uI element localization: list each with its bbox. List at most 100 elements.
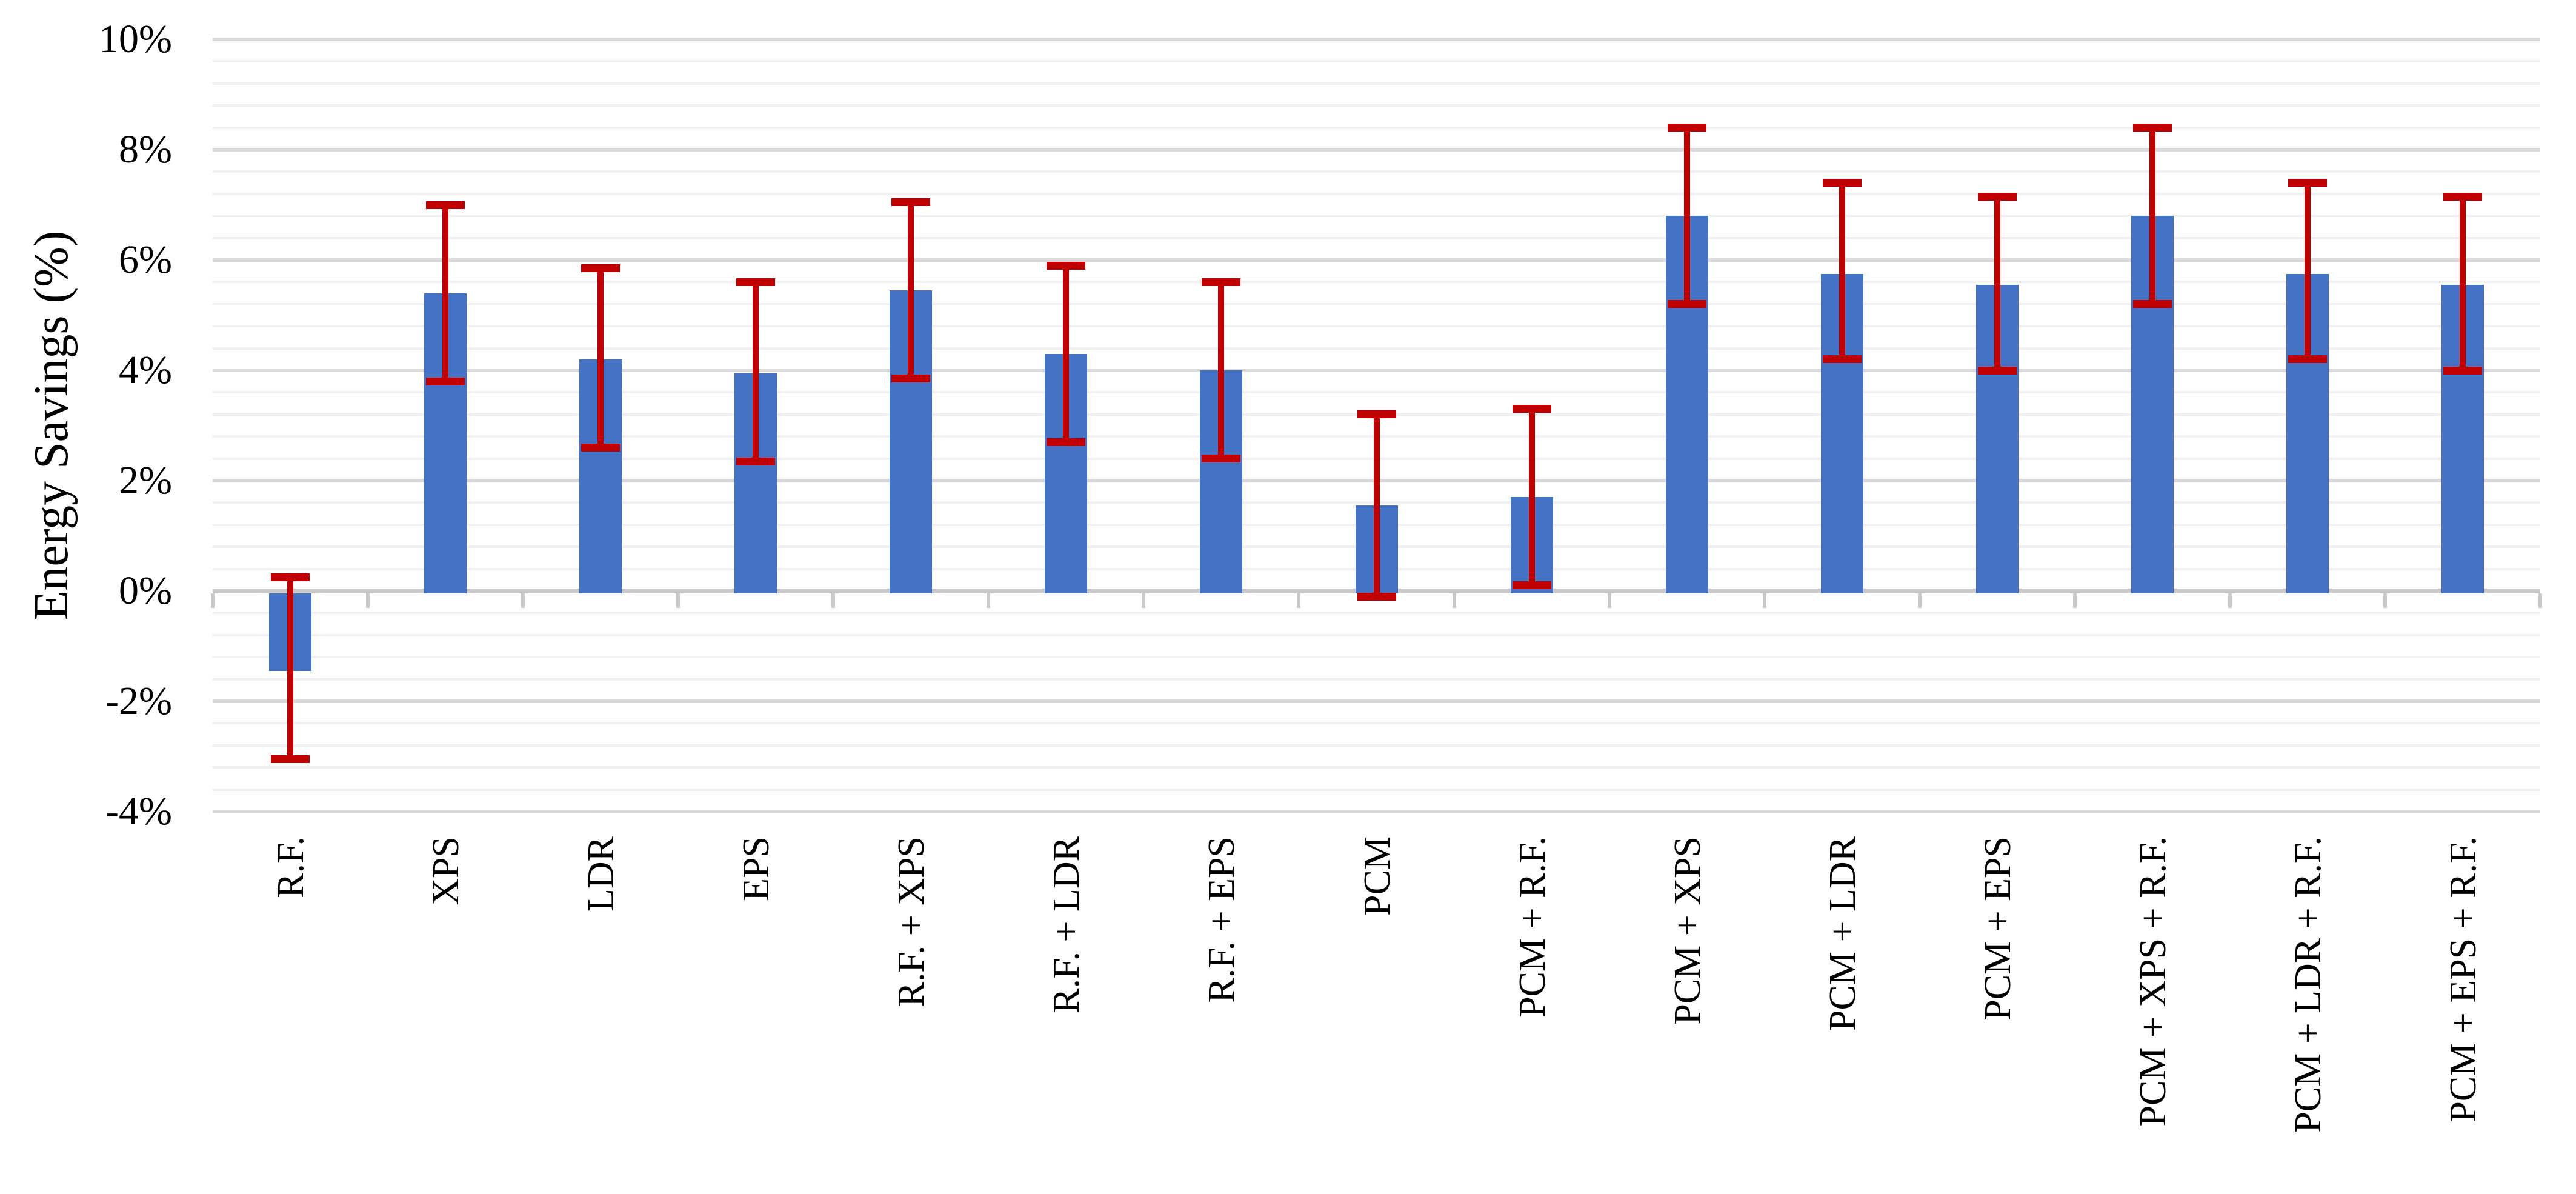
gridline-minor xyxy=(213,82,2540,85)
error-bar-line xyxy=(287,577,293,759)
error-bar-cap-top xyxy=(581,264,620,272)
gridline-minor xyxy=(213,656,2540,658)
x-category-label: PCM + EPS xyxy=(1977,836,2019,1021)
x-axis-tick xyxy=(1608,593,1611,608)
error-bar-cap-top xyxy=(426,201,465,209)
error-bar-cap-bottom xyxy=(1513,581,1551,589)
x-category-label: R.F. xyxy=(270,836,311,898)
gridline-minor xyxy=(213,104,2540,107)
error-bar-line xyxy=(2305,183,2311,359)
error-bar-cap-bottom xyxy=(1978,367,2017,375)
y-axis-title: Energy Savings (%) xyxy=(25,230,78,621)
error-bar-cap-bottom xyxy=(271,755,310,763)
x-axis-tick xyxy=(521,593,525,608)
x-axis-tick xyxy=(2073,593,2077,608)
error-bar-cap-bottom xyxy=(1357,593,1396,601)
error-bar-cap-bottom xyxy=(891,375,930,382)
gridline-minor xyxy=(213,634,2540,636)
x-category-label: XPS xyxy=(425,836,467,906)
x-category-label: PCM + R.F. xyxy=(1512,836,1553,1018)
x-axis-tick xyxy=(1297,593,1300,608)
x-category-label: PCM + LDR + R.F. xyxy=(2288,836,2329,1133)
gridline-major xyxy=(213,699,2540,703)
gridline-major xyxy=(213,810,2540,813)
x-axis-tick xyxy=(1918,593,1922,608)
error-bar-cap-bottom xyxy=(426,378,465,385)
error-bar-cap-top xyxy=(2288,179,2327,187)
error-bar-line xyxy=(1684,128,1690,304)
x-axis-tick xyxy=(676,593,680,608)
x-axis-tick xyxy=(211,593,215,608)
error-bar-line xyxy=(597,268,604,448)
error-bar-cap-top xyxy=(2133,124,2172,132)
x-axis-tick xyxy=(987,593,990,608)
x-category-label: LDR xyxy=(581,836,622,912)
gridline-major xyxy=(213,258,2540,262)
x-category-label: R.F. + LDR xyxy=(1046,836,1087,1013)
error-bar-line xyxy=(753,282,759,461)
gridline-minor xyxy=(213,127,2540,129)
error-bar-line xyxy=(1063,265,1069,442)
x-axis-tick xyxy=(2538,593,2542,608)
gridline-major xyxy=(213,148,2540,152)
error-bar-cap-bottom xyxy=(1668,300,1706,308)
error-bar-cap-top xyxy=(1668,124,1706,132)
error-bar-line xyxy=(1994,196,2000,370)
error-bar-cap-top xyxy=(1047,262,1085,270)
y-tick-label: 10% xyxy=(99,17,172,61)
gridline-minor xyxy=(213,60,2540,62)
error-bar-cap-top xyxy=(736,278,775,286)
gridline-minor xyxy=(213,722,2540,724)
error-bar-cap-top xyxy=(2443,193,2482,201)
error-bar-cap-bottom xyxy=(736,458,775,465)
x-axis-tick xyxy=(831,593,835,608)
error-bar-cap-bottom xyxy=(581,444,620,452)
error-bar-cap-top xyxy=(1513,405,1551,413)
error-bar-line xyxy=(908,202,914,378)
gridline-minor xyxy=(213,170,2540,173)
gridline-minor xyxy=(213,303,2540,305)
error-bar-cap-top xyxy=(271,573,310,581)
error-bar-line xyxy=(2460,196,2466,370)
error-bar-cap-bottom xyxy=(1047,438,1085,446)
error-bar-cap-top xyxy=(1978,193,2017,201)
error-bar-line xyxy=(2149,128,2155,304)
gridline-major xyxy=(213,369,2540,372)
error-bar-cap-top xyxy=(1202,278,1240,286)
x-axis-tick xyxy=(1763,593,1766,608)
gridline-minor xyxy=(213,281,2540,283)
gridline-minor xyxy=(213,678,2540,681)
error-bar-cap-bottom xyxy=(1202,455,1240,462)
error-bar-line xyxy=(1839,183,1845,359)
gridline-minor xyxy=(213,744,2540,747)
gridline-minor xyxy=(213,237,2540,239)
y-tick-label: -2% xyxy=(105,679,172,723)
y-tick-label: 6% xyxy=(119,238,172,282)
x-axis-tick xyxy=(1453,593,1456,608)
error-bar-line xyxy=(1218,282,1224,458)
error-bar-cap-top xyxy=(1357,410,1396,418)
plot-area xyxy=(211,38,2542,813)
y-tick-label: 0% xyxy=(119,569,172,613)
error-bar-line xyxy=(442,205,448,381)
gridline-minor xyxy=(213,766,2540,769)
x-axis-tick xyxy=(1142,593,1145,608)
y-tick-label: -4% xyxy=(105,789,172,833)
gridline-minor xyxy=(213,325,2540,327)
y-tick-label: 2% xyxy=(119,458,172,502)
x-category-label: PCM xyxy=(1357,836,1398,916)
gridline-minor xyxy=(213,391,2540,393)
error-bar-cap-bottom xyxy=(2288,355,2327,363)
x-category-label: PCM + XPS xyxy=(1667,836,1708,1025)
x-category-label: EPS xyxy=(736,836,777,901)
x-axis-tick xyxy=(2383,593,2387,608)
gridline-minor xyxy=(213,193,2540,195)
y-tick-label: 8% xyxy=(119,127,172,172)
x-axis-tick xyxy=(2228,593,2232,608)
gridline-minor xyxy=(213,789,2540,791)
error-bar-cap-top xyxy=(1823,179,1862,187)
error-bar-cap-bottom xyxy=(2443,367,2482,375)
gridline-major xyxy=(213,38,2540,41)
x-category-label: R.F. + EPS xyxy=(1201,836,1242,1003)
